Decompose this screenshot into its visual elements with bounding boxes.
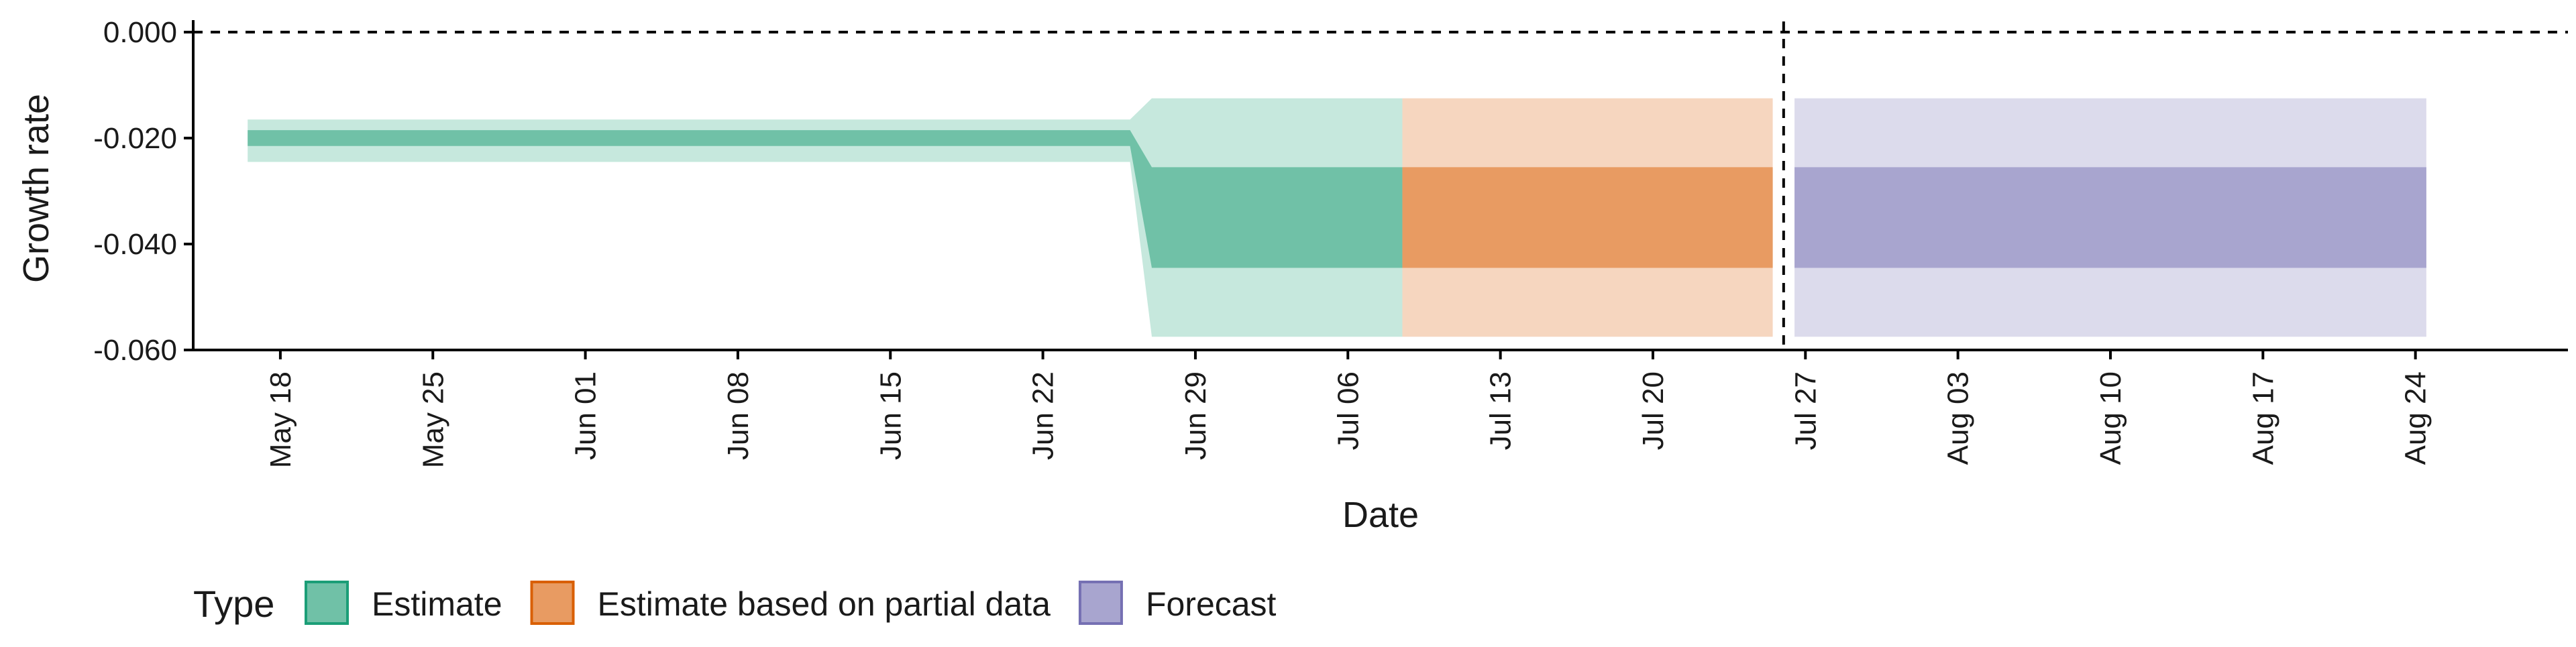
x-axis-title: Date [1342,495,1419,535]
legend: Type Estimate Estimate based on partial d… [193,581,1277,625]
legend-label-estimate: Estimate [372,585,502,623]
x-tick-label: Jun 01 [570,371,602,460]
y-tick-label: -0.020 [93,122,177,155]
legend-key-estimate-based-on-partial-data [530,581,575,625]
x-tick-label: Jun 29 [1179,371,1212,460]
x-tick-label: Jul 27 [1789,371,1822,450]
legend-title: Type [193,583,274,625]
band-inner-forecast [1794,167,2426,268]
y-tick-label: 0.000 [103,16,177,49]
legend-key-forecast [1078,581,1123,625]
y-axis-title: Growth rate [16,94,56,283]
x-tick-label: Aug 10 [2094,371,2127,465]
x-tick-label: May 18 [264,371,297,468]
x-tick-label: Jul 13 [1485,371,1517,450]
axes: 0.000 -0.020 -0.040 -0.060 May 18 May 25 Jun 0… [93,16,2568,468]
band-inner-estimate [248,130,1403,268]
x-tick-label: Jul 06 [1332,371,1364,450]
band-inner-estimate-based-on-partial-data [1402,167,1773,268]
x-tick-label: Jul 20 [1637,371,1670,450]
legend-label-forecast: Forecast [1146,585,1277,623]
x-tick-label: Aug 03 [1942,371,1975,465]
reference-lines [193,21,2568,350]
band-outer-estimate [248,98,1403,337]
y-tick-label: -0.060 [93,334,177,367]
x-tick-label: Jun 08 [722,371,755,460]
legend-key-estimate [305,581,349,625]
x-tick-label: Aug 17 [2247,371,2279,465]
x-tick-label: Jun 15 [874,371,907,460]
legend-label-estimate-based-on-partial-data: Estimate based on partial data [598,585,1051,623]
x-tick-label: Jun 22 [1027,371,1060,460]
x-tick-label: Aug 24 [2400,371,2432,465]
x-tick-label: May 25 [417,371,449,468]
bands-layer [248,98,2426,337]
y-tick-label: -0.040 [93,228,177,261]
